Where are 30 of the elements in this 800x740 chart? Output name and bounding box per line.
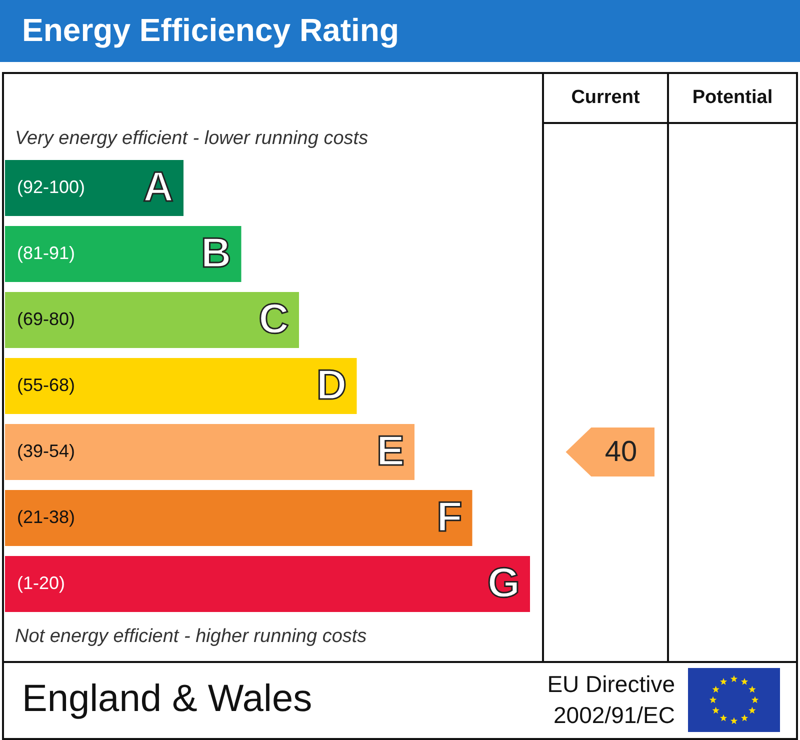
text: Potential — [691, 87, 774, 109]
bar — [5, 358, 357, 414]
y-tick-label: D — [316, 361, 347, 408]
chart-title: Energy Efficiency Rating — [22, 12, 399, 49]
annotation: (69-80) — [17, 309, 76, 329]
y-tick-label: E — [376, 427, 404, 474]
bar — [5, 490, 472, 546]
annotation: (92-100) — [17, 177, 86, 197]
text: England & Wales — [22, 678, 312, 721]
y-tick-label: A — [143, 163, 174, 210]
text: EU Directive — [547, 671, 675, 698]
bar — [5, 292, 299, 348]
text: Current — [570, 87, 641, 109]
annotation: (39-54) — [17, 441, 76, 461]
text: Very energy efficient - lower running costs — [15, 128, 368, 150]
bar — [5, 556, 530, 612]
annotation: (55-68) — [17, 375, 76, 395]
y-tick-label: G — [487, 559, 520, 606]
text: 2002/91/EC — [554, 702, 675, 729]
text: 40 — [604, 436, 638, 469]
y-tick-label: B — [200, 229, 232, 276]
y-tick-label: C — [258, 295, 289, 342]
bar — [5, 424, 414, 480]
text: Not energy efficient - higher running costs — [15, 626, 367, 648]
annotation: (81-91) — [17, 243, 76, 263]
annotation: (21-38) — [17, 507, 76, 527]
annotation: (1-20) — [17, 573, 66, 593]
y-tick-label: F — [436, 493, 462, 540]
bar — [5, 226, 242, 282]
bar — [5, 160, 184, 216]
